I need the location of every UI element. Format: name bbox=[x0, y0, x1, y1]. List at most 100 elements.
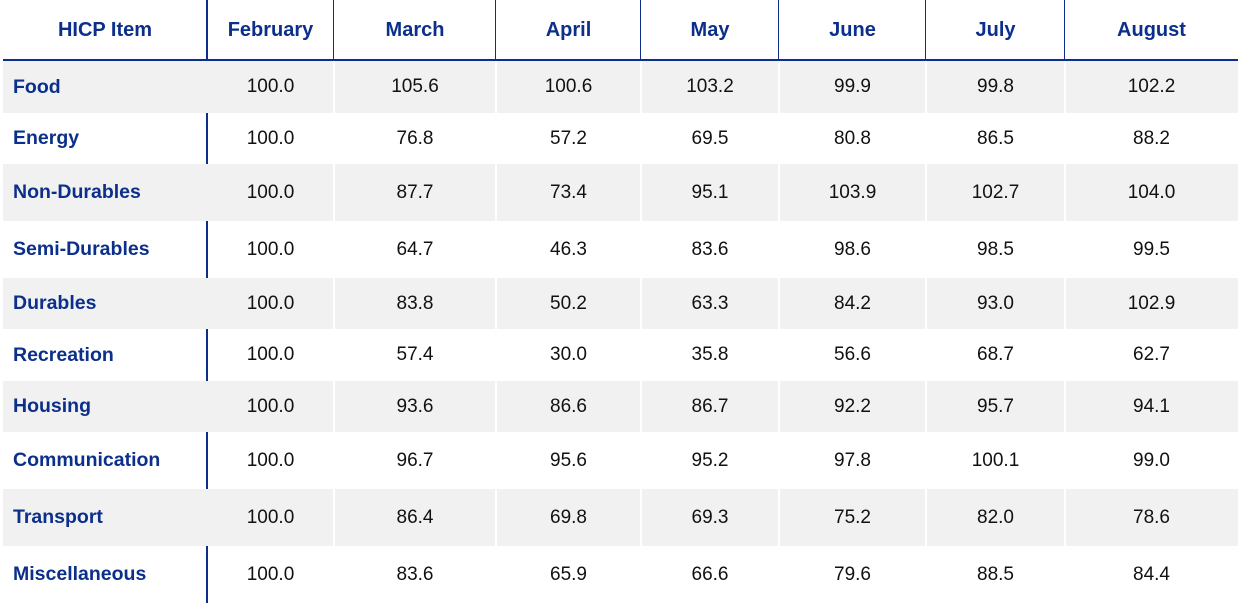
cell-separator bbox=[925, 278, 927, 329]
table-cell: 92.2 bbox=[834, 395, 871, 417]
table-cell: 99.5 bbox=[1133, 238, 1170, 260]
column-header-april: April bbox=[545, 18, 592, 41]
table-cell: 69.8 bbox=[550, 506, 587, 528]
table-cell: 83.8 bbox=[396, 292, 434, 314]
row-label: Semi-Durables bbox=[13, 238, 150, 260]
cell-separator bbox=[333, 489, 335, 546]
cell-separator bbox=[640, 381, 642, 432]
table-row: Recreation 100.0 57.4 30.0 35.8 56.6 68.7 62.7 bbox=[3, 329, 1238, 381]
cell-separator bbox=[640, 61, 642, 113]
table-cell: 80.8 bbox=[834, 127, 871, 149]
header-column-divider bbox=[333, 0, 334, 60]
table-cell: 78.6 bbox=[1133, 506, 1170, 528]
table-row: Housing 100.0 93.6 86.6 86.7 92.2 95.7 94.1 bbox=[3, 381, 1238, 432]
table-cell: 100.6 bbox=[544, 76, 593, 97]
table-cell: 100.0 bbox=[246, 292, 295, 314]
cell-separator bbox=[925, 489, 927, 546]
table-row: Energy 100.0 76.8 57.2 69.5 80.8 86.5 88.2 bbox=[3, 113, 1238, 164]
table-cell: 103.2 bbox=[686, 76, 734, 97]
cell-separator bbox=[778, 381, 780, 432]
table-row: Transport 100.0 86.4 69.8 69.3 75.2 82.0 78.6 bbox=[3, 489, 1238, 546]
cell-separator bbox=[495, 278, 497, 329]
cell-separator bbox=[1064, 381, 1066, 432]
table-cell: 100.1 bbox=[971, 449, 1020, 471]
column-header-hicp-item: HICP Item bbox=[57, 18, 153, 41]
table-cell: 30.0 bbox=[550, 344, 587, 365]
table-cell: 102.9 bbox=[1127, 292, 1176, 314]
table-cell: 83.6 bbox=[396, 563, 434, 585]
table-cell: 96.7 bbox=[396, 449, 434, 471]
table-cell: 100.0 bbox=[246, 76, 295, 97]
header-column-divider bbox=[640, 0, 641, 60]
table-row: Semi-Durables 100.0 64.7 46.3 83.6 98.6 98.5 99… bbox=[3, 221, 1238, 278]
table-cell: 88.2 bbox=[1133, 127, 1170, 149]
header-column-divider bbox=[778, 0, 779, 60]
header-rule bbox=[3, 59, 1238, 61]
table-cell: 86.6 bbox=[550, 395, 587, 417]
cell-separator bbox=[640, 489, 642, 546]
header-column-divider bbox=[925, 0, 926, 60]
table-cell: 102.7 bbox=[971, 181, 1020, 203]
cell-separator bbox=[640, 164, 642, 221]
cell-separator bbox=[333, 278, 335, 329]
table-cell: 73.4 bbox=[550, 181, 587, 203]
table-cell: 100.0 bbox=[246, 344, 295, 365]
column-header-may: May bbox=[690, 18, 730, 41]
cell-separator bbox=[495, 489, 497, 546]
table-cell: 93.0 bbox=[977, 292, 1014, 314]
table-cell: 95.1 bbox=[691, 181, 729, 203]
cell-separator bbox=[1064, 489, 1066, 546]
table-cell: 94.1 bbox=[1133, 395, 1170, 417]
table-cell: 63.3 bbox=[691, 292, 729, 314]
row-label: Miscellaneous bbox=[13, 563, 147, 585]
table-cell: 65.9 bbox=[550, 563, 587, 585]
table-cell: 76.8 bbox=[396, 127, 434, 149]
cell-separator bbox=[333, 61, 335, 113]
cell-separator bbox=[1064, 61, 1066, 113]
table-cell: 99.0 bbox=[1133, 449, 1170, 471]
column-header-august: August bbox=[1117, 18, 1186, 41]
table-cell: 62.7 bbox=[1133, 344, 1170, 365]
cell-separator bbox=[495, 61, 497, 113]
column-header-june: June bbox=[829, 18, 876, 41]
cell-separator bbox=[778, 489, 780, 546]
row-label: Housing bbox=[13, 395, 91, 417]
row-label: Energy bbox=[13, 127, 80, 149]
cell-separator bbox=[778, 278, 780, 329]
table-cell: 103.9 bbox=[828, 181, 877, 203]
row-label: Non-Durables bbox=[13, 181, 141, 203]
table-cell: 95.7 bbox=[977, 395, 1014, 417]
table-cell: 66.6 bbox=[691, 563, 729, 585]
table-cell: 105.6 bbox=[391, 76, 439, 97]
table-cell: 100.0 bbox=[246, 181, 295, 203]
cell-separator bbox=[778, 164, 780, 221]
table-cell: 64.7 bbox=[396, 238, 434, 260]
column-header-february: February bbox=[227, 18, 314, 41]
table-cell: 88.5 bbox=[977, 563, 1014, 585]
table-row: Non-Durables 100.0 87.7 73.4 95.1 103.9 102.7 1… bbox=[3, 164, 1238, 221]
table-cell: 57.2 bbox=[550, 127, 587, 149]
cell-separator bbox=[925, 164, 927, 221]
column-header-july: July bbox=[975, 18, 1016, 41]
cell-separator bbox=[495, 381, 497, 432]
table-cell: 87.7 bbox=[396, 181, 434, 203]
row-label: Recreation bbox=[13, 343, 114, 366]
table-cell: 69.3 bbox=[691, 506, 729, 528]
table-cell: 35.8 bbox=[691, 344, 729, 365]
cell-separator bbox=[640, 278, 642, 329]
table-cell: 102.2 bbox=[1127, 76, 1176, 97]
table-cell: 86.7 bbox=[691, 395, 729, 417]
cell-separator bbox=[778, 61, 780, 113]
cell-separator bbox=[333, 164, 335, 221]
header-column-divider bbox=[495, 0, 496, 60]
table-cell: 95.2 bbox=[691, 449, 729, 471]
table-row: Food 100.0 105.6 100.6 103.2 99.9 99.8 102.2 bbox=[3, 61, 1238, 113]
table-cell: 100.0 bbox=[246, 563, 295, 585]
table-cell: 56.6 bbox=[834, 344, 871, 365]
cell-separator bbox=[1064, 278, 1066, 329]
table-cell: 100.0 bbox=[246, 449, 295, 471]
table-cell: 100.0 bbox=[246, 238, 295, 260]
table-row: Miscellaneous 100.0 83.6 65.9 66.6 79.6 88.5 84… bbox=[3, 546, 1238, 603]
table-row: Communication 100.0 96.7 95.6 95.2 97.8 100.1 9… bbox=[3, 432, 1238, 489]
